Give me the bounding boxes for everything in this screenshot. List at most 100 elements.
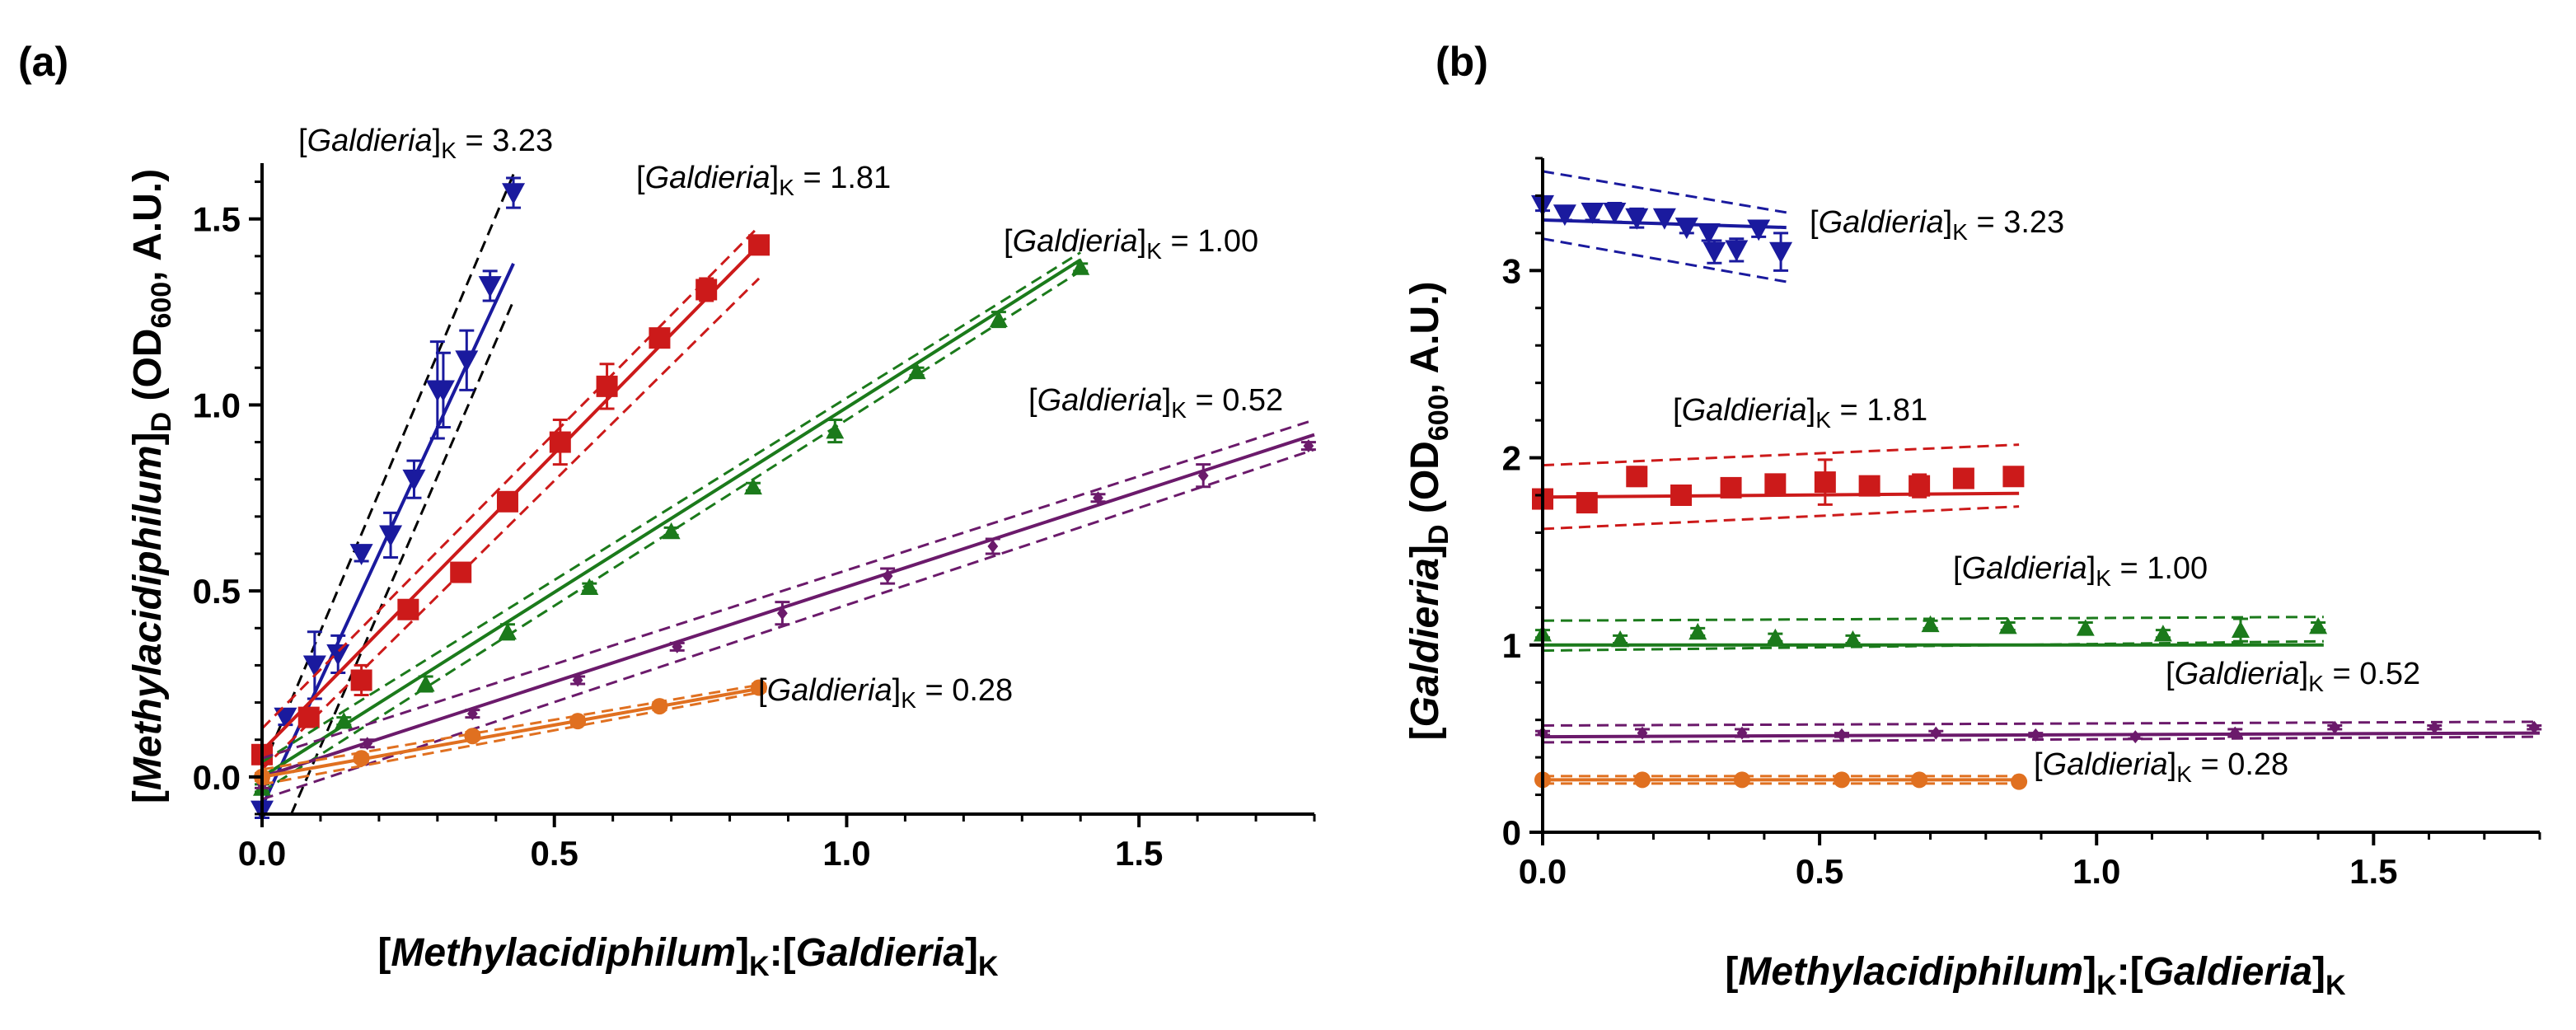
panel-b-series-0-28-point xyxy=(1634,771,1651,789)
panel-a: (a) 0.0 0.5 1.0 1.5 0.0 0.5 1.0 1.5 [Methylacid… xyxy=(18,39,1316,982)
panel-b-series-0-52-point xyxy=(2428,720,2440,734)
panel-a-series-3-23-point xyxy=(302,655,326,677)
panel-a-series-0-28-band-upper xyxy=(261,682,766,771)
panel-a-series-1-00-fit-line xyxy=(260,258,1082,779)
panel-b-series-1-00-point xyxy=(2076,619,2095,636)
panel-b-y-tick-label: 2 xyxy=(1502,439,1521,478)
panel-b: (b) 0.0 0.5 1.0 1.5 0 1 2 3 [Methylacidiphilum]… xyxy=(1403,39,2542,1001)
panel-a-series-0-28-band-lower xyxy=(261,690,766,786)
panel-b-series-0-52-point xyxy=(2129,730,2141,744)
panel-a-x-tick-label: 0.0 xyxy=(238,834,286,873)
panel-a-y-tick-label: 1.5 xyxy=(193,200,241,239)
panel-b-series-1-81-fit-line xyxy=(1542,491,2020,499)
panel-b-series-1-81-point xyxy=(2002,466,2025,488)
panel-b-series-0-52-fit-line xyxy=(1542,731,2541,739)
panel-b-series-1-00-point xyxy=(1998,617,2017,634)
panel-a-series-1-81-point xyxy=(549,431,571,453)
panel-b-series-3-23-point xyxy=(1703,241,1726,264)
panel-a-label-0-28: [Galdieria]K = 0.28 xyxy=(758,673,1013,713)
panel-b-series-0-52-point xyxy=(2030,728,2041,742)
panel-b-x-tick-label: 0.5 xyxy=(1796,852,1843,891)
panel-a-label-1-00: [Galdieria]K = 1.00 xyxy=(1004,224,1258,264)
panel-b-series-1-81-point xyxy=(1858,475,1880,497)
panel-b-series-3-23-point xyxy=(1603,202,1627,224)
panel-a-label-3-23: [Galdieria]K = 3.23 xyxy=(298,124,553,163)
panel-b-series-0-28 xyxy=(1534,771,2028,790)
panel-b-label-3-23: [Galdieria]K = 3.23 xyxy=(1810,205,2064,245)
panel-a-series-0-52-point xyxy=(1303,439,1314,453)
panel-b-series-3-23-point xyxy=(1625,208,1649,230)
panel-a-axes: 0.0 0.5 1.0 1.5 0.0 0.5 1.0 1.5 xyxy=(193,163,1316,873)
panel-a-series-0-52-fit-line xyxy=(261,433,1315,779)
panel-a-x-axis-title: [Methylacidiphilum]K:[Galdieria]K xyxy=(377,931,999,982)
panel-a-series-0-52-point xyxy=(467,707,478,721)
panel-a-series-0-52-point xyxy=(1093,491,1103,505)
panel-b-series-3-23-point xyxy=(1769,241,1793,264)
panel-a-series-3-23-point xyxy=(326,644,350,666)
panel-b-series-1-81-point xyxy=(1952,467,1974,489)
panel-b-series-1-81-point xyxy=(1670,485,1693,506)
panel-a-series-3-23-point xyxy=(349,544,373,565)
panel-a-series-1-00-point xyxy=(907,362,926,380)
panel-b-x-tick-label: 0.0 xyxy=(1519,852,1567,891)
panel-a-series-3-23-point xyxy=(274,707,297,729)
panel-a-y-axis-title: [Methylacidiphilum]D (OD600, A.U.) xyxy=(126,169,177,803)
panel-b-y-tick-label: 3 xyxy=(1502,251,1521,290)
panel-a-series-1-00-band-lower xyxy=(261,269,1082,794)
panel-a-series-1-81-band-lower xyxy=(260,277,761,770)
panel-b-series-1-00-point xyxy=(1688,622,1707,640)
panel-a-series-1-00-point xyxy=(743,477,762,495)
panel-a-label-0-52: [Galdieria]K = 0.52 xyxy=(1028,383,1283,423)
panel-b-series-0-28-point xyxy=(1834,771,1850,789)
panel-a-series-0-28-point xyxy=(353,750,370,767)
panel-b-series-1-81-point xyxy=(1814,471,1836,494)
panel-a-series-0-52-point xyxy=(572,673,583,687)
panel-b-series-0-52 xyxy=(1535,720,2542,744)
panel-b-series-0-52-band-lower xyxy=(1542,735,2541,744)
panel-b-series-1-81-point xyxy=(1764,473,1787,495)
panel-a-plot-area xyxy=(251,173,1316,822)
panel-b-series-1-00-band-upper xyxy=(1542,616,2324,622)
panel-a-series-0-52 xyxy=(255,419,1316,801)
panel-a-series-1-81-point xyxy=(496,490,518,513)
panel-a-series-1-81-point xyxy=(350,669,372,691)
panel-b-series-0-28-point xyxy=(2011,773,2028,790)
panel-b-series-0-52-point xyxy=(1930,726,1941,740)
panel-b-y-tick-label: 1 xyxy=(1502,626,1521,665)
panel-b-plot-area xyxy=(1531,170,2542,790)
panel-b-x-tick-label: 1.5 xyxy=(2349,852,2397,891)
panel-a-series-3-23-point xyxy=(455,350,479,372)
panel-a-series-0-28-point xyxy=(751,679,768,696)
panel-a-series-3-23-point xyxy=(431,380,455,402)
panel-b-label-1-81: [Galdieria]K = 1.81 xyxy=(1673,393,1927,433)
panel-a-y-tick-label: 0.5 xyxy=(193,572,241,611)
panel-b-series-3-23-point xyxy=(1747,219,1771,241)
panel-a-series-3-23-point xyxy=(502,183,526,205)
panel-a-series-0-52-band-upper xyxy=(261,419,1315,760)
panel-b-series-1-81-band-lower xyxy=(1542,505,2020,531)
panel-a-series-0-52-point xyxy=(882,569,893,583)
panel-b-series-0-52-point xyxy=(1637,726,1648,740)
panel-a-series-1-81-point xyxy=(696,279,718,301)
panel-b-series-1-81-point xyxy=(1576,492,1598,514)
panel-b-series-0-28-point xyxy=(1911,771,1928,789)
panel-a-y-tick-label: 0.0 xyxy=(193,758,241,797)
panel-a-x-tick-label: 0.5 xyxy=(531,834,578,873)
panel-b-series-1-00-point xyxy=(2309,617,2328,634)
panel-a-series-1-81-point xyxy=(649,327,671,349)
panel-b-series-0-28-point xyxy=(1734,771,1750,789)
panel-a-series-1-00-point xyxy=(580,578,599,595)
panel-b-series-3-23-point xyxy=(1725,240,1749,262)
panel-a-series-1-00-point xyxy=(335,712,354,729)
panel-b-series-3-23-point xyxy=(1553,204,1576,227)
panel-b-series-1-81-point xyxy=(1626,466,1648,488)
panel-a-y-tick-label: 1.0 xyxy=(193,386,241,424)
panel-a-series-1-00-point xyxy=(989,310,1008,327)
panel-a-series-3-23-band-lower xyxy=(290,300,515,815)
panel-a-label: (a) xyxy=(18,39,68,85)
panel-b-label: (b) xyxy=(1436,39,1488,85)
panel-b-x-axis-title: [Methylacidiphilum]K:[Galdieria]K xyxy=(1725,950,2346,1001)
panel-a-series-1-00-point xyxy=(826,422,845,439)
panel-b-series-3-23-band-upper xyxy=(1542,170,1787,214)
panel-b-series-3-23-point xyxy=(1697,222,1721,245)
